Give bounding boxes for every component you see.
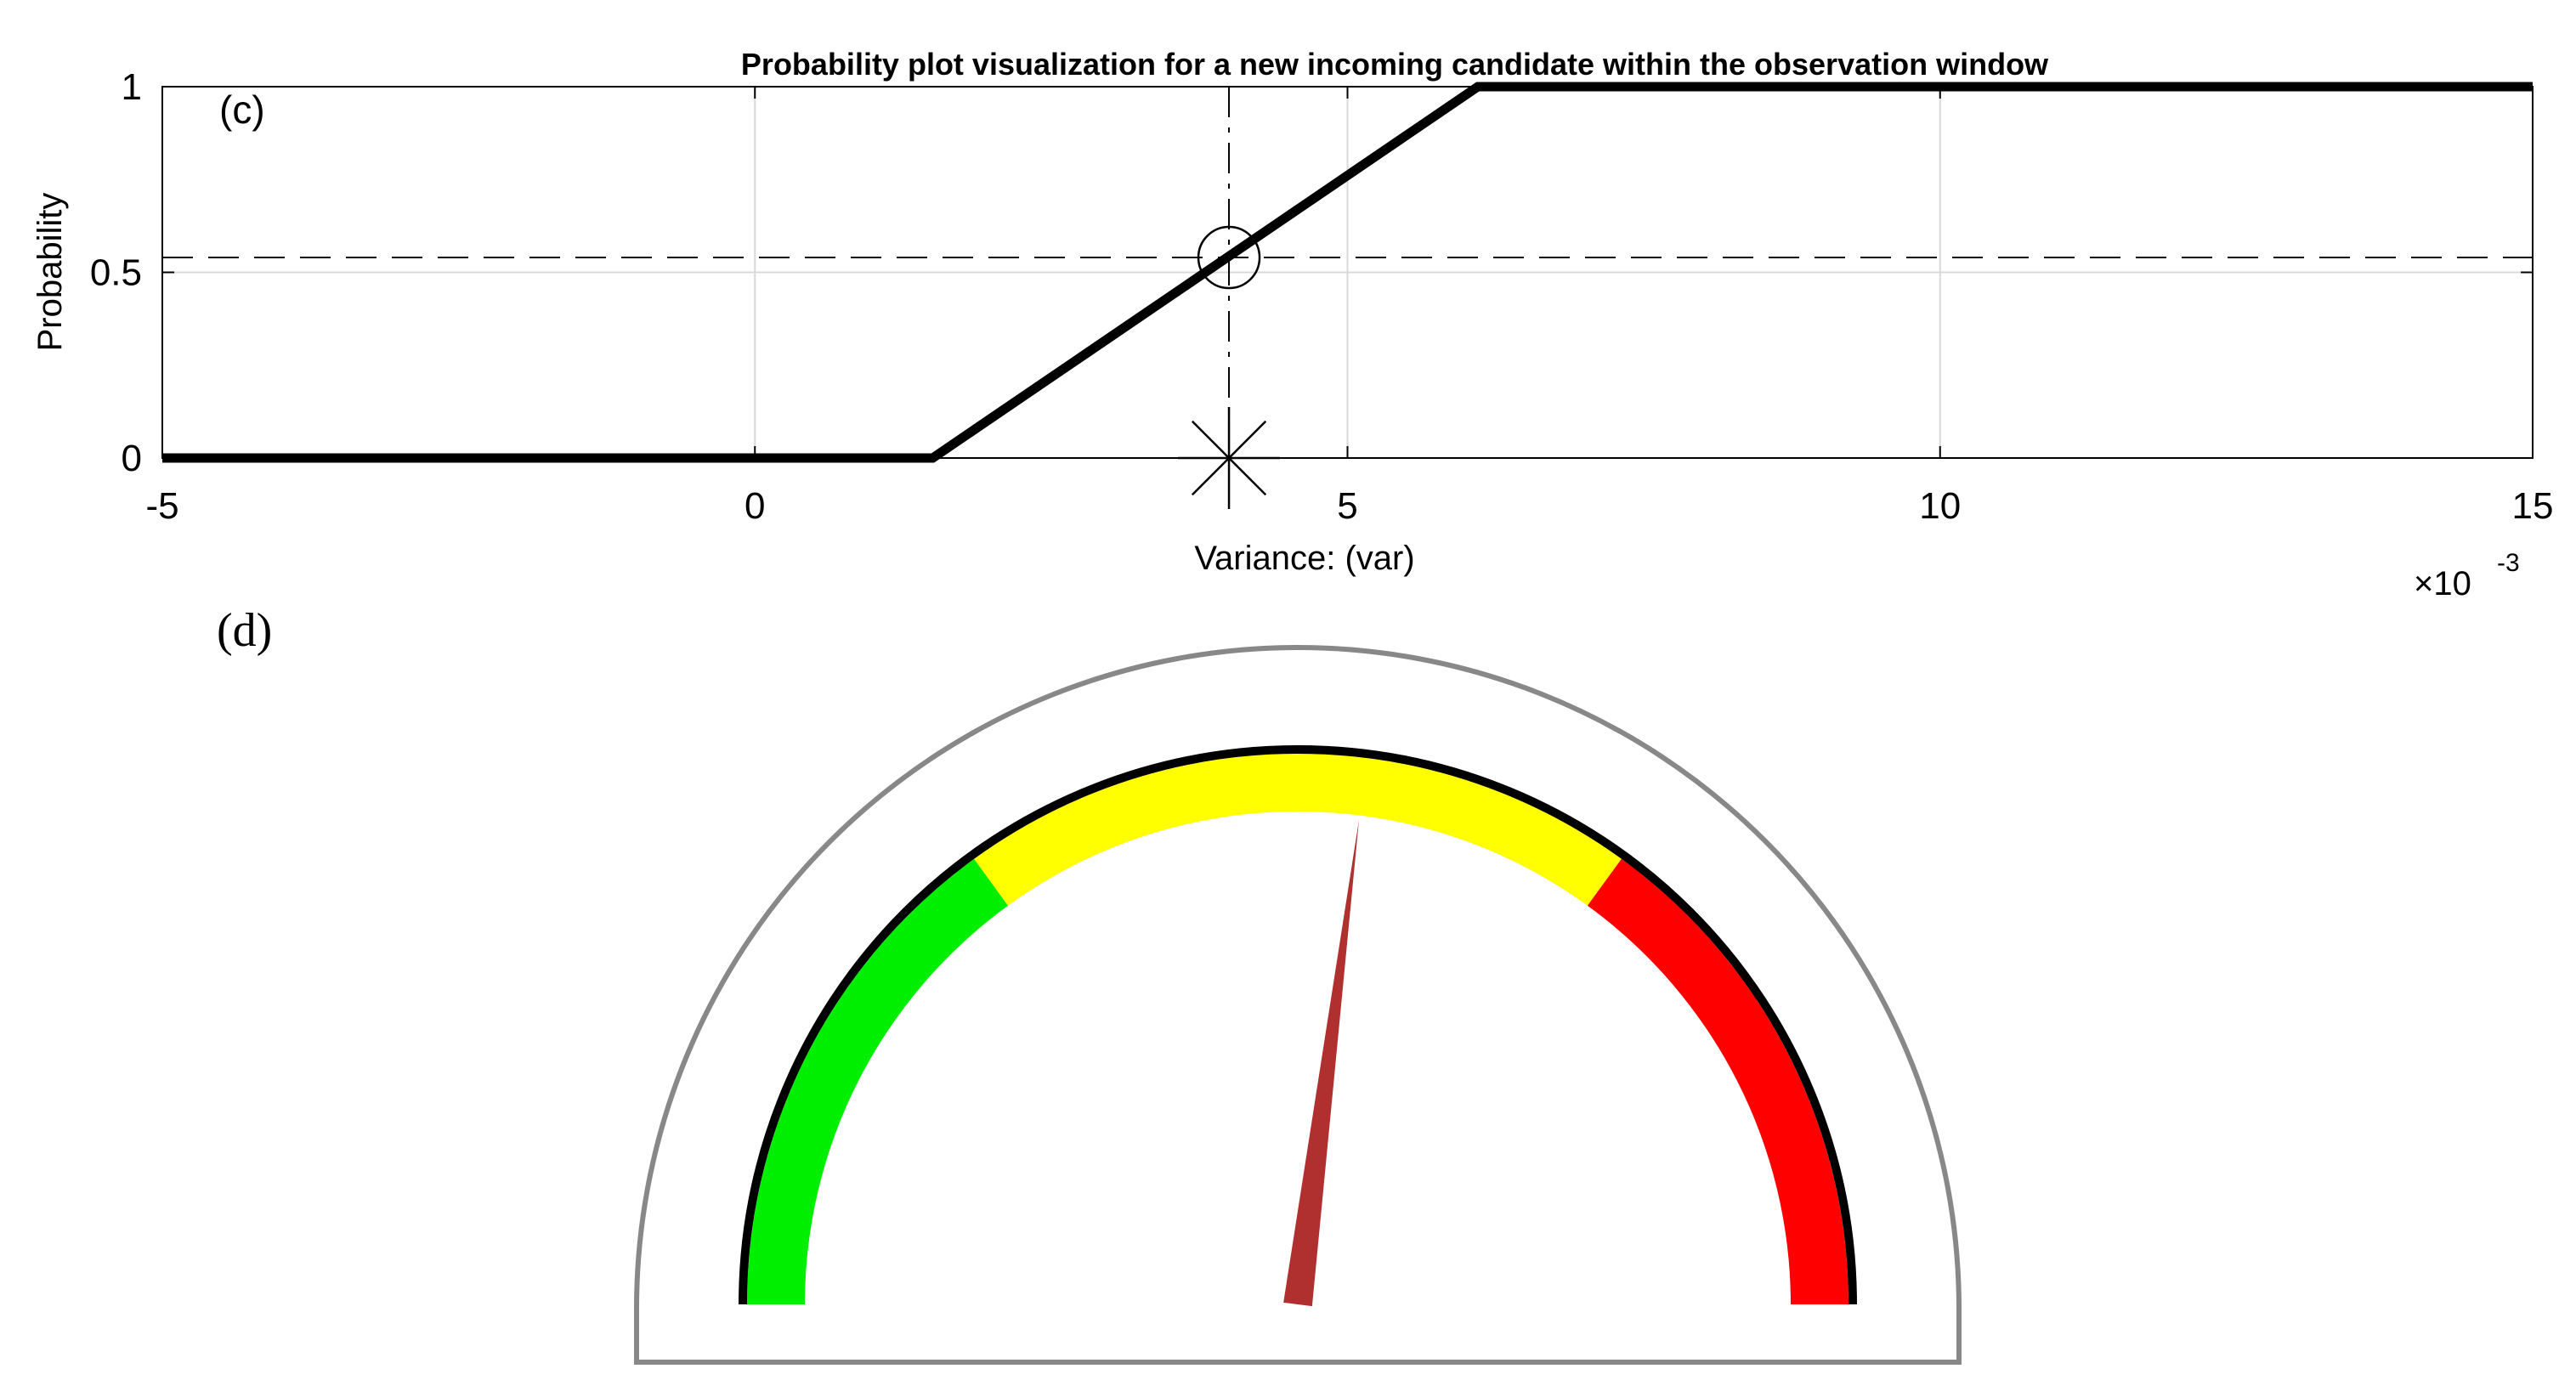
series-line	[162, 82, 2533, 463]
gauge-needle	[1283, 819, 1360, 1307]
x-tick-label: 10	[1919, 485, 1961, 527]
x-tick-label: 5	[1337, 485, 1357, 527]
y-tick-label: 0	[122, 438, 142, 479]
x-axis-multiplier: ×10	[2414, 565, 2471, 602]
probability-plot-panel: Probability plot visualization for a new…	[31, 47, 2553, 602]
gauge-zone	[1587, 858, 1848, 1304]
x-tick-label: -5	[145, 485, 178, 527]
y-axis-label: Probability	[31, 193, 69, 352]
panel-label-d: (d)	[217, 604, 272, 657]
candidate-markers	[1178, 225, 1281, 509]
star-stroke	[1191, 420, 1267, 496]
y-tick-label: 0.5	[90, 252, 142, 294]
gauge-zones	[747, 753, 1848, 1304]
x-axis-multiplier-exponent: -3	[2497, 549, 2520, 577]
probability-series	[162, 82, 2533, 463]
gauge-rim	[739, 745, 1857, 1305]
gauge-frame	[634, 645, 1962, 1365]
gauge-panel: (d)	[217, 604, 1962, 1365]
panel-label-c: (c)	[219, 88, 265, 132]
x-axis-label: Variance: (var)	[1194, 540, 1414, 577]
gridlines	[162, 87, 2533, 458]
reference-lines	[162, 87, 2533, 458]
x-tick-label: 15	[2512, 485, 2554, 527]
candidate-axis-marker	[1178, 407, 1281, 509]
y-tick-label: 1	[122, 66, 142, 108]
gauge-zone	[747, 858, 1009, 1304]
chart-title: Probability plot visualization for a new…	[741, 47, 2049, 82]
candidate-point-marker	[1197, 225, 1261, 290]
x-tick-label: 0	[744, 485, 765, 527]
gauge-zone	[974, 753, 1622, 906]
